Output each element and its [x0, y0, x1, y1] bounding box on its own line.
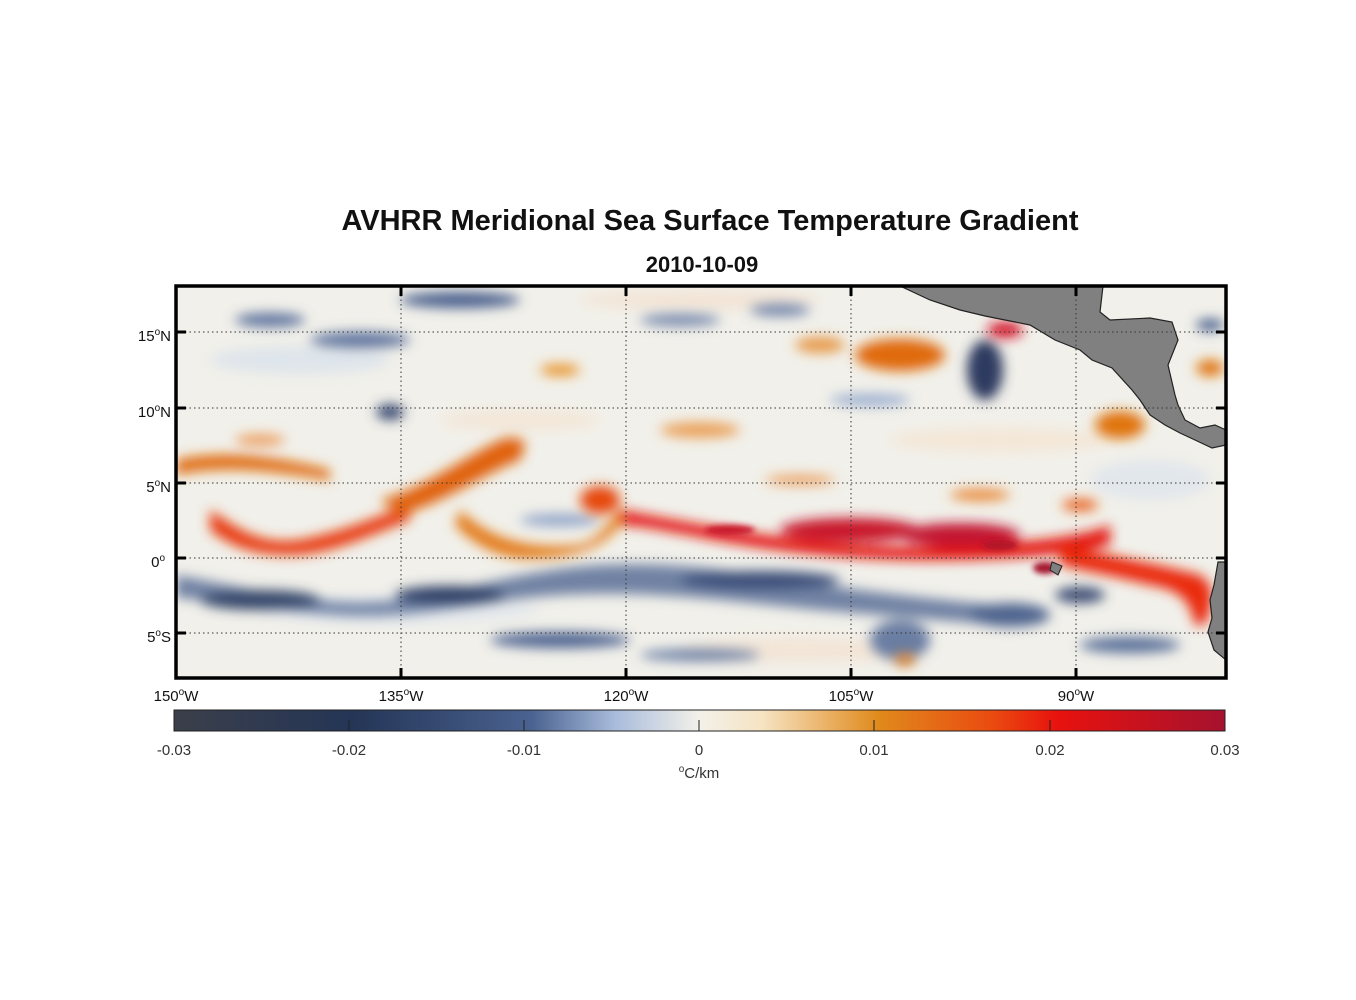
- colorbar-tick-label: -0.01: [507, 742, 541, 759]
- lon-label-135w: 135oW: [379, 687, 425, 705]
- colorbar: -0.03 -0.02 -0.01 0 0.01 0.02 0.03 oC/km: [157, 709, 1240, 782]
- lat-label-5s: 5oS: [147, 628, 171, 646]
- lon-label-90w: 90oW: [1058, 687, 1095, 705]
- lat-label-5n: 5oN: [146, 478, 171, 496]
- colorbar-tick-label: -0.03: [157, 742, 191, 759]
- lat-label-10n: 10oN: [138, 403, 171, 421]
- colorbar-tick-label: 0: [695, 742, 703, 759]
- colorbar-tick-label: 0.01: [859, 742, 888, 759]
- lon-label-120w: 120oW: [604, 687, 650, 705]
- longitude-labels: 150oW 135oW 120oW 105oW 90oW: [154, 687, 1095, 705]
- map-title: AVHRR Meridional Sea Surface Temperature…: [341, 205, 1079, 237]
- colorbar-units: oC/km: [679, 764, 720, 782]
- colorbar-tick-label: -0.02: [332, 742, 366, 759]
- colorbar-tick-label: 0.03: [1210, 742, 1239, 759]
- latitude-labels: 15oN 10oN 5oN 0o 5oS: [138, 327, 171, 646]
- lon-label-105w: 105oW: [829, 687, 875, 705]
- lat-label-15n: 15oN: [138, 327, 171, 345]
- map-subtitle: 2010-10-09: [645, 252, 759, 277]
- tick-marks: [176, 286, 1226, 678]
- lon-label-150w: 150oW: [154, 687, 200, 705]
- lat-label-0: 0o: [151, 553, 165, 571]
- central-america-landmass: [899, 286, 1226, 661]
- sst-gradient-field: [176, 286, 1226, 678]
- colorbar-tick-label: 0.02: [1035, 742, 1064, 759]
